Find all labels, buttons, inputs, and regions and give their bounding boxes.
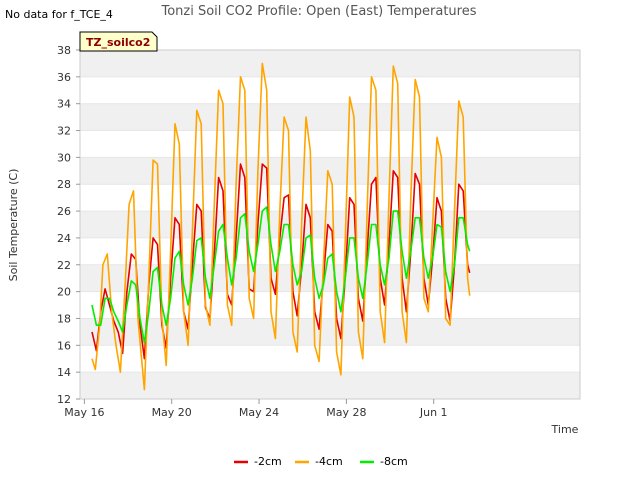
y-tick-label: 32 — [57, 125, 71, 138]
plot-frame — [79, 49, 581, 400]
plot-band — [80, 130, 580, 158]
legend: -2cm -4cm -8cm — [234, 455, 408, 468]
y-tick-label: 38 — [57, 44, 71, 57]
y-tick-label: 30 — [57, 151, 71, 164]
legend-label: -8cm — [380, 455, 408, 468]
x-axis-label: Time — [551, 423, 579, 436]
plot-background — [80, 50, 580, 399]
y-axis: 12 14 16 18 20 22 24 26 28 30 32 34 36 38 — [57, 44, 80, 406]
plot-band — [80, 76, 580, 104]
plot-band — [80, 264, 580, 292]
site-badge[interactable]: TZ_soilco2 — [79, 31, 158, 52]
series-line-4cmcm — [91, 62, 471, 391]
chart-title: Tonzi Soil CO2 Profile: Open (East) Temp… — [160, 4, 476, 19]
legend-item: -2cm — [234, 455, 282, 468]
x-tick-label: May 20 — [152, 406, 192, 419]
plot-band — [80, 184, 580, 212]
legend-item: -8cm — [360, 455, 408, 468]
plot-band — [80, 50, 580, 77]
plot-band — [80, 103, 580, 131]
no-data-note: No data for f_TCE_4 — [5, 8, 113, 21]
x-tick-label: May 16 — [64, 406, 104, 419]
badge-box — [79, 31, 158, 52]
legend-item: -4cm — [295, 455, 343, 468]
y-axis-label: Soil Temperature (C) — [7, 169, 20, 282]
y-tick-label: 24 — [57, 232, 71, 245]
y-tick-label: 34 — [57, 98, 71, 111]
y-tick-label: 20 — [57, 286, 71, 299]
y-tick-label: 14 — [57, 366, 71, 379]
series-layer — [91, 62, 471, 391]
plot-border — [79, 49, 581, 400]
plot-band — [80, 237, 580, 265]
plot-band — [80, 318, 580, 346]
legend-label: -2cm — [254, 455, 282, 468]
x-axis: May 16 May 20 May 24 May 28 Jun 1 — [64, 399, 448, 419]
plot-band — [80, 345, 580, 373]
series-line-8cmcm — [91, 206, 471, 344]
y-tick-label: 22 — [57, 259, 71, 272]
x-tick-label: May 28 — [326, 406, 366, 419]
y-tick-label: 36 — [57, 71, 71, 84]
plot-band — [80, 372, 580, 399]
x-tick-label: Jun 1 — [419, 406, 448, 419]
plot-band — [80, 211, 580, 238]
plot-band — [80, 291, 580, 319]
legend-label: -4cm — [315, 455, 343, 468]
badge-label: TZ_soilco2 — [86, 36, 150, 49]
y-tick-label: 18 — [57, 312, 71, 325]
x-tick-label: May 24 — [239, 406, 279, 419]
y-tick-label: 16 — [57, 339, 71, 352]
y-tick-label: 28 — [57, 178, 71, 191]
y-tick-label: 26 — [57, 205, 71, 218]
y-tick-label: 12 — [57, 393, 71, 406]
